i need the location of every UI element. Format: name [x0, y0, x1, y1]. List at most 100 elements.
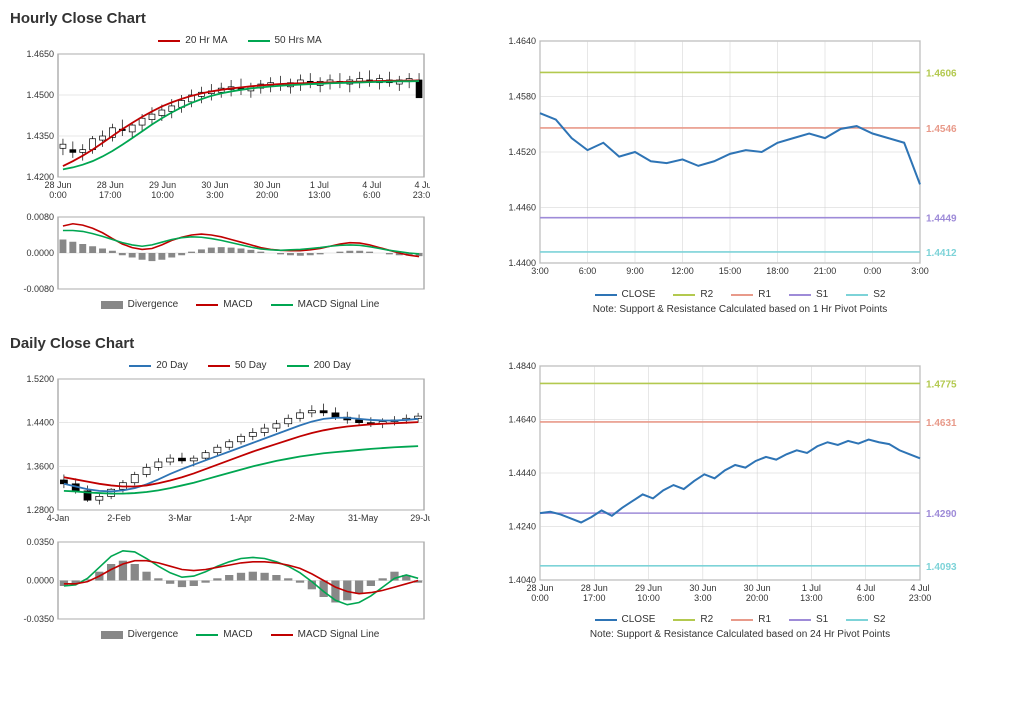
svg-text:1.5200: 1.5200	[26, 375, 54, 384]
daily-title: Daily Close Chart	[10, 335, 1014, 352]
daily-section: Daily Close Chart 20 Day50 Day200 Day 1.…	[10, 335, 1014, 640]
hourly-section: Hourly Close Chart 20 Hr MA 50 Hrs MA 1.4…	[10, 10, 1014, 315]
svg-text:12:00: 12:00	[671, 266, 694, 276]
svg-text:6:00: 6:00	[579, 266, 597, 276]
svg-text:13:00: 13:00	[308, 190, 331, 200]
daily-main-chart: 1.28001.36001.44001.52004-Jan2-Feb3-Mar1…	[10, 375, 470, 530]
daily-sr-note: Note: Support & Resistance Calculated ba…	[490, 629, 990, 640]
legend-item: CLOSE	[595, 614, 656, 625]
svg-text:10:00: 10:00	[151, 190, 174, 200]
svg-text:28 Jun: 28 Jun	[526, 583, 553, 593]
svg-text:4 Jul: 4 Jul	[414, 180, 430, 190]
svg-text:28 Jun: 28 Jun	[581, 583, 608, 593]
svg-text:1.4580: 1.4580	[508, 92, 536, 102]
legend-item: R2	[673, 289, 713, 300]
svg-text:3:00: 3:00	[911, 266, 929, 276]
legend-item: R1	[731, 614, 771, 625]
svg-text:0.0350: 0.0350	[26, 538, 54, 547]
svg-text:13:00: 13:00	[800, 593, 823, 603]
svg-text:1.4775: 1.4775	[926, 379, 957, 390]
legend-item: MACD	[196, 299, 252, 310]
svg-text:1-Apr: 1-Apr	[230, 513, 252, 523]
hourly-sr-chart: 1.44001.44601.45201.45801.46403:006:009:…	[490, 35, 990, 283]
daily-macd-chart: -0.0350 0.0000 0.0350	[10, 538, 470, 623]
legend-item: MACD Signal Line	[271, 299, 380, 310]
svg-text:30 Jun: 30 Jun	[201, 180, 228, 190]
svg-text:1.4631: 1.4631	[926, 418, 957, 429]
svg-text:30 Jun: 30 Jun	[744, 583, 771, 593]
svg-text:31-May: 31-May	[348, 513, 379, 523]
svg-text:1.4840: 1.4840	[508, 361, 536, 371]
legend-item: R1	[731, 289, 771, 300]
legend-item: Divergence	[101, 299, 179, 310]
legend-item: S1	[789, 614, 828, 625]
svg-text:30 Jun: 30 Jun	[689, 583, 716, 593]
legend-item: MACD	[196, 629, 252, 640]
svg-text:21:00: 21:00	[814, 266, 837, 276]
daily-macd-legend: DivergenceMACDMACD Signal Line	[10, 629, 470, 640]
svg-text:18:00: 18:00	[766, 266, 789, 276]
svg-text:1.4520: 1.4520	[508, 147, 536, 157]
svg-text:1.4606: 1.4606	[926, 68, 957, 79]
svg-text:23:00: 23:00	[909, 593, 932, 603]
svg-text:28 Jun: 28 Jun	[44, 180, 71, 190]
svg-text:3-Mar: 3-Mar	[168, 513, 192, 523]
svg-text:4 Jul: 4 Jul	[910, 583, 929, 593]
svg-text:9:00: 9:00	[626, 266, 644, 276]
hourly-main-legend: 20 Hr MA 50 Hrs MA	[10, 35, 470, 46]
svg-text:0.0080: 0.0080	[26, 213, 54, 222]
svg-text:28 Jun: 28 Jun	[97, 180, 124, 190]
svg-text:30 Jun: 30 Jun	[254, 180, 281, 190]
svg-text:-0.0350: -0.0350	[23, 614, 54, 623]
svg-text:10:00: 10:00	[637, 593, 660, 603]
legend-item: 20 Hr MA	[158, 35, 227, 46]
hourly-macd-chart: -0.0080 0.0000 0.0080	[10, 213, 470, 293]
svg-text:1.4290: 1.4290	[926, 509, 957, 520]
svg-text:20:00: 20:00	[746, 593, 769, 603]
svg-text:15:00: 15:00	[719, 266, 742, 276]
svg-text:17:00: 17:00	[99, 190, 122, 200]
svg-text:29 Jun: 29 Jun	[149, 180, 176, 190]
svg-text:1.4412: 1.4412	[926, 248, 957, 259]
hourly-macd-legend: Divergence MACD MACD Signal Line	[10, 299, 470, 310]
svg-text:6:00: 6:00	[363, 190, 381, 200]
svg-text:1.4640: 1.4640	[508, 415, 536, 425]
hourly-main-chart: 1.42001.43501.45001.465028 Jun0:0028 Jun…	[10, 50, 470, 205]
legend-item: Divergence	[101, 629, 179, 640]
svg-text:1.4650: 1.4650	[26, 50, 54, 59]
svg-text:3:00: 3:00	[206, 190, 224, 200]
svg-text:4 Jul: 4 Jul	[856, 583, 875, 593]
legend-item: 50 Hrs MA	[248, 35, 322, 46]
legend-item: S2	[846, 614, 885, 625]
svg-text:1.3600: 1.3600	[26, 461, 54, 471]
svg-text:20:00: 20:00	[256, 190, 279, 200]
daily-main-legend: 20 Day50 Day200 Day	[10, 360, 470, 371]
svg-text:1.4350: 1.4350	[26, 131, 54, 141]
svg-text:29-Jun: 29-Jun	[410, 513, 430, 523]
svg-text:0.0000: 0.0000	[26, 248, 54, 258]
legend-item: 50 Day	[208, 360, 267, 371]
svg-text:1 Jul: 1 Jul	[802, 583, 821, 593]
hourly-title: Hourly Close Chart	[10, 10, 1014, 27]
svg-text:2-Feb: 2-Feb	[107, 513, 131, 523]
legend-item: CLOSE	[595, 289, 656, 300]
legend-item: S2	[846, 289, 885, 300]
svg-text:1.4500: 1.4500	[26, 90, 54, 100]
legend-item: 200 Day	[287, 360, 351, 371]
svg-text:1 Jul: 1 Jul	[310, 180, 329, 190]
svg-text:1.4240: 1.4240	[508, 522, 536, 532]
svg-text:1.4460: 1.4460	[508, 203, 536, 213]
svg-text:2-May: 2-May	[289, 513, 315, 523]
svg-text:1.4640: 1.4640	[508, 36, 536, 46]
svg-text:0.0000: 0.0000	[26, 576, 54, 586]
svg-text:17:00: 17:00	[583, 593, 606, 603]
svg-text:1.4440: 1.4440	[508, 468, 536, 478]
svg-text:4 Jul: 4 Jul	[362, 180, 381, 190]
daily-sr-chart: 1.40401.42401.44401.46401.484028 Jun0:00…	[490, 360, 990, 608]
svg-text:0:00: 0:00	[49, 190, 67, 200]
svg-text:29 Jun: 29 Jun	[635, 583, 662, 593]
svg-text:-0.0080: -0.0080	[23, 284, 54, 293]
svg-text:4-Jan: 4-Jan	[47, 513, 70, 523]
svg-text:1.4449: 1.4449	[926, 214, 957, 225]
svg-text:1.4400: 1.4400	[26, 418, 54, 428]
